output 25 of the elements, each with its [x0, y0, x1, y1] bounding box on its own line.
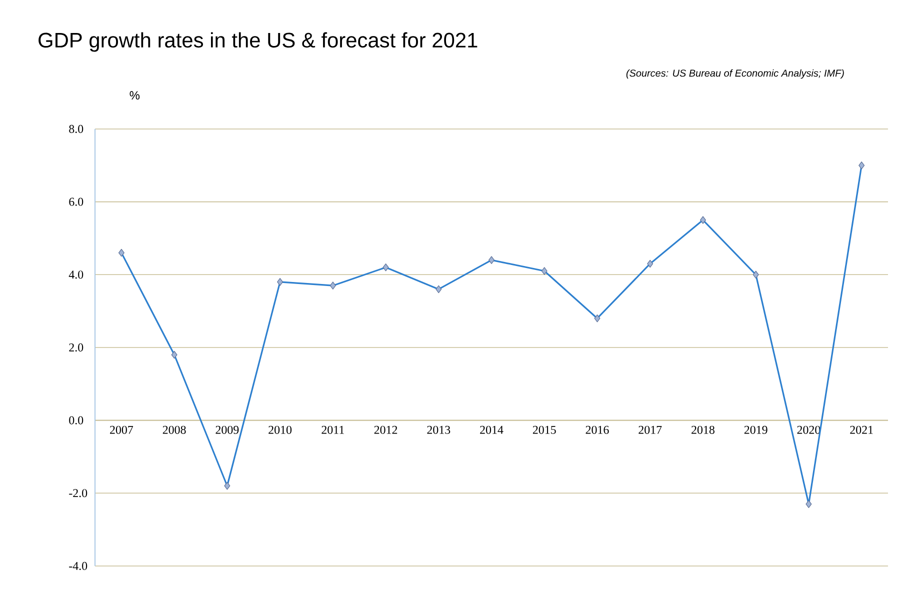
- y-tick-label: 6.0: [69, 198, 84, 206]
- x-tick-label: 2009: [216, 426, 239, 434]
- y-tick-label: 2.0: [69, 343, 84, 352]
- text: (Sources: US Bureau of Economic Analysis; IMF): [626, 69, 844, 79]
- x-tick-label: 2020: [797, 426, 820, 434]
- x-tick-label: 2016: [586, 426, 609, 434]
- x-tick-label: 2012: [374, 426, 398, 434]
- chart-title: GDP growth rates in the US & forecast for 2021: [38, 32, 478, 52]
- x-tick-label: 2018: [692, 426, 714, 434]
- x-tick-label: 2014: [480, 426, 504, 434]
- x-tick-label: 2017: [638, 426, 662, 434]
- x-tick-label: 2007: [110, 426, 134, 434]
- x-tick-label: 2010: [268, 426, 292, 434]
- y-tick-label: 4.0: [68, 270, 84, 279]
- x-tick-label: 2019: [744, 426, 768, 434]
- x-tick-label: 2008: [162, 426, 186, 434]
- x-tick-label: 2013: [427, 426, 450, 434]
- x-tick-label: 2015: [532, 426, 556, 434]
- y-tick-label: -2.0: [69, 489, 88, 498]
- x-tick-label: 2011: [322, 426, 344, 434]
- y-tick-label: -4.0: [69, 562, 88, 570]
- x-tick-label: 2021: [850, 426, 873, 434]
- y-axis-title: %: [130, 91, 140, 100]
- y-tick-label: 8.0: [69, 124, 84, 134]
- y-tick-label: 0.0: [69, 416, 84, 424]
